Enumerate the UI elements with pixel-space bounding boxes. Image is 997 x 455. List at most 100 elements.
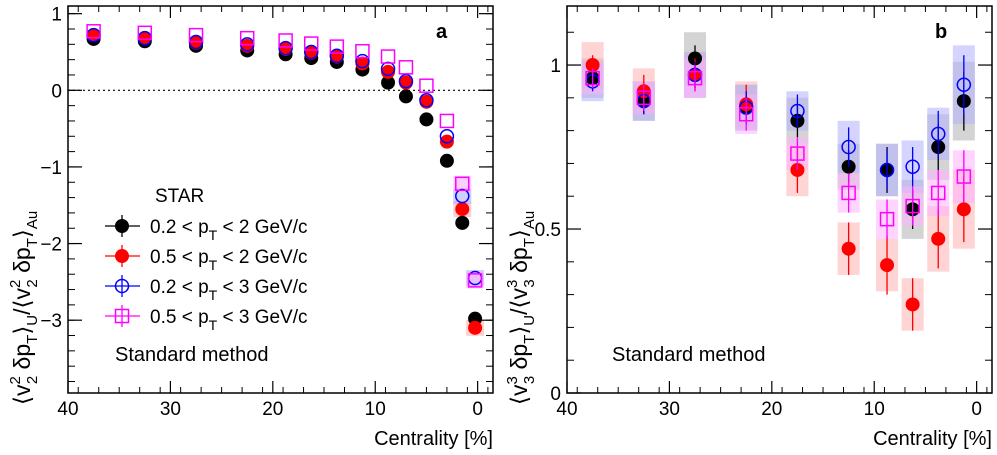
panel-b-y-axis-label: ⟨v33 δpT⟩U/⟨v33 δpT⟩Au	[504, 211, 538, 405]
data-point	[329, 39, 345, 54]
data-point	[355, 43, 370, 59]
data-point	[303, 44, 319, 60]
legend-entry-label: 0.2 < pT < 2 GeV/c	[150, 217, 308, 243]
data-point	[455, 176, 470, 192]
y-tick-label: −1	[40, 158, 62, 179]
y-tick-label: 1	[51, 5, 62, 26]
panel-b-points	[585, 45, 972, 331]
data-point	[956, 202, 971, 217]
data-point	[419, 112, 434, 127]
data-point	[381, 64, 396, 79]
legend-marker	[114, 308, 130, 324]
panel-a-ylabel-n-denom: 2	[7, 280, 24, 288]
data-point	[879, 162, 895, 178]
data-point	[468, 320, 483, 335]
x-tick-label: 0	[472, 399, 483, 420]
y-tick-label: 0	[550, 384, 561, 405]
panel-b-bands	[581, 32, 975, 331]
data-point	[398, 89, 413, 104]
panel-a-ticks: 40 30 20 10 010−1−2−3	[40, 5, 493, 420]
sys-band	[466, 272, 485, 289]
panel-a-ylabel-n-numer: 2	[7, 376, 24, 384]
panel-b-letter: b	[935, 21, 947, 43]
data-point	[841, 185, 856, 201]
data-point	[930, 126, 946, 142]
data-point	[278, 40, 293, 56]
data-point	[636, 90, 652, 106]
data-point	[585, 70, 600, 86]
data-point	[419, 93, 434, 108]
legend: STAR 0.2 < pT < 2 GeV/c 0.5 < pT < 2 GeV/…	[105, 186, 308, 333]
legend-marker	[115, 249, 129, 263]
x-tick-label: 0	[971, 399, 982, 420]
data-point	[880, 258, 895, 273]
legend-header: STAR	[155, 186, 204, 207]
y-tick-label: −2	[40, 235, 62, 256]
x-tick-label: 10	[864, 399, 885, 420]
data-point	[439, 129, 455, 144]
data-point	[905, 159, 920, 174]
data-point	[879, 211, 895, 227]
data-point	[956, 77, 972, 92]
y-tick-label: −3	[40, 311, 62, 332]
panel-a-method-label: Standard method	[115, 344, 268, 366]
data-point	[355, 53, 370, 69]
x-tick-label: 40	[57, 399, 78, 420]
x-tick-label: 30	[659, 399, 680, 420]
panel-b-ylabel-n-numer-sub: 3	[521, 376, 538, 384]
panel-b-ticks: 40 30 20 10 0 0 0.5 1	[535, 6, 992, 420]
data-point	[467, 273, 483, 288]
x-tick-label: 30	[160, 399, 181, 420]
data-point	[303, 36, 319, 51]
legend-entry-label: 0.5 < pT < 2 GeV/c	[150, 247, 308, 273]
legend-marker	[115, 219, 129, 233]
panel-b-x-axis-label: Centrality [%]	[873, 428, 992, 450]
data-point	[455, 215, 470, 230]
data-point	[439, 113, 455, 129]
data-point	[905, 198, 920, 214]
data-point	[380, 49, 396, 64]
data-point	[188, 27, 204, 43]
panel-a-letter: a	[436, 21, 448, 43]
data-point	[278, 33, 293, 48]
data-point	[86, 24, 101, 39]
panel-a-points	[86, 24, 483, 335]
data-point	[738, 106, 754, 122]
y-tick-label: 0	[51, 81, 62, 102]
panel-a-y-axis-label: ⟨v22 δpT⟩U/⟨v22 δpT⟩Au	[7, 211, 41, 405]
data-point	[419, 78, 434, 93]
data-point	[329, 48, 345, 64]
data-point	[931, 231, 946, 246]
data-point	[239, 30, 255, 46]
data-point	[439, 153, 454, 168]
panel-b-frame	[566, 5, 993, 394]
data-point	[455, 202, 470, 217]
data-point	[439, 134, 454, 149]
data-point	[956, 169, 972, 184]
data-point	[841, 139, 856, 155]
legend-marker	[114, 278, 130, 294]
sys-band	[453, 175, 472, 192]
data-point	[398, 73, 414, 89]
panel-a-x-axis-label: Centrality [%]	[374, 428, 493, 450]
panel-a-ylabel-n-denom-sub: 2	[24, 279, 41, 287]
data-point	[930, 185, 946, 201]
panel-a: 40 30 20 10 010−1−2−3 a Standard method Cent…	[7, 5, 494, 450]
panel-a-frame	[67, 5, 494, 394]
legend-entry-label: 0.5 < pT < 3 GeV/c	[150, 307, 308, 333]
data-point	[841, 241, 856, 256]
x-tick-label: 40	[556, 399, 577, 420]
legend-entry-label: 0.2 < pT < 3 GeV/c	[150, 277, 308, 303]
data-point	[790, 103, 805, 119]
svg-text:⟨v33 δpT⟩U/⟨v33 δpT⟩Au: ⟨v33 δpT⟩U/⟨v33 δpT⟩Au	[504, 211, 538, 405]
data-point	[905, 297, 920, 312]
data-point	[398, 60, 414, 75]
panel-a-ylabel-n-numer-sub: 2	[24, 376, 41, 384]
panel-b-ylabel-n-denom-sub: 3	[521, 279, 538, 287]
panel-b-ylabel-n-numer: 3	[504, 376, 521, 384]
panel-b-method-label: Standard method	[612, 344, 765, 366]
y-tick-label: 1	[550, 56, 561, 77]
x-tick-label: 20	[761, 399, 782, 420]
data-point	[687, 70, 703, 86]
